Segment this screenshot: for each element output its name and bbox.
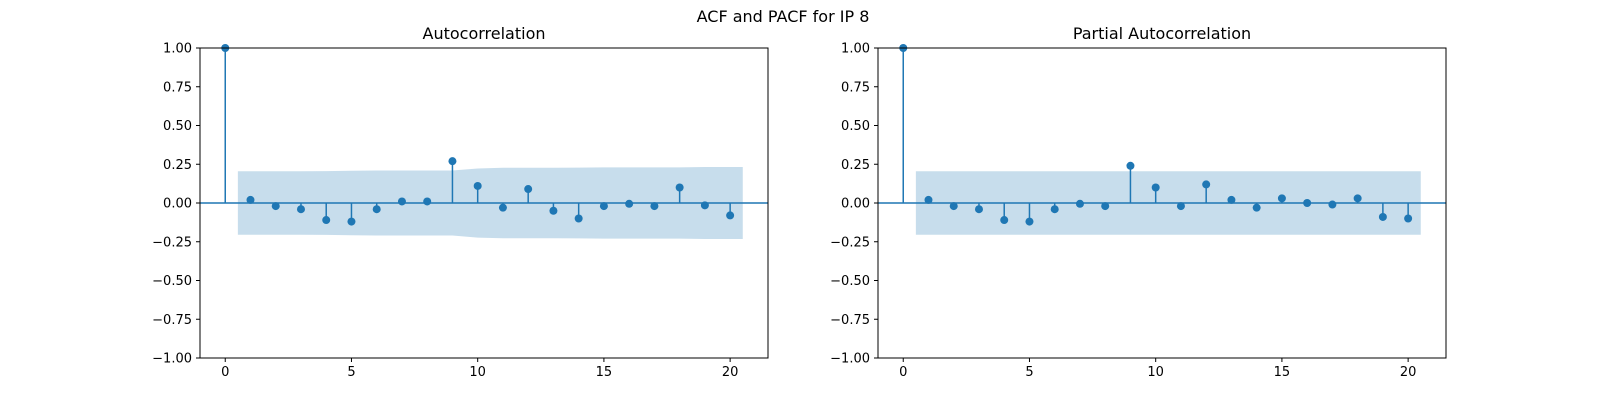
- pacf-subplot-title: Partial Autocorrelation: [1073, 24, 1251, 43]
- acf-xtick-label: 5: [347, 365, 355, 380]
- pacf-subplot: Partial Autocorrelation 0 5 10 15 20 −1.00 −0.…: [830, 24, 1447, 380]
- pacf-point-lag-20: [1404, 214, 1413, 223]
- pacf-ytick-label: 0.25: [841, 158, 870, 173]
- acf-point-lag-8: [423, 197, 432, 206]
- acf-point-lag-9: [448, 157, 457, 166]
- acf-point-lag-13: [549, 206, 558, 215]
- acf-point-lag-1: [246, 195, 255, 204]
- pacf-ytick-label: 0.75: [841, 80, 870, 95]
- pacf-ytick-label: 0.50: [841, 119, 870, 134]
- pacf-point-lag-1: [924, 195, 933, 204]
- acf-xtick-label: 15: [596, 365, 613, 380]
- acf-point-lag-19: [700, 201, 709, 210]
- pacf-point-lag-15: [1277, 194, 1286, 203]
- pacf-point-lag-6: [1050, 205, 1059, 214]
- acf-point-lag-12: [524, 185, 533, 194]
- pacf-point-lag-18: [1353, 194, 1362, 203]
- acf-ytick-label: −1.00: [152, 352, 192, 367]
- acf-subplot-title: Autocorrelation: [423, 24, 546, 43]
- acf-point-lag-20: [726, 211, 735, 220]
- pacf-point-lag-9: [1126, 161, 1135, 170]
- acf-ytick-label: −0.75: [152, 313, 192, 328]
- pacf-point-lag-2: [949, 202, 958, 211]
- pacf-ytick-label: 1.00: [841, 42, 870, 57]
- acf-ytick-label: −0.50: [152, 274, 192, 289]
- pacf-point-lag-16: [1303, 199, 1312, 207]
- acf-subplot: Autocorrelation 0 5 10 15 20 −1.00 −0.75 −0.50 −…: [152, 24, 769, 380]
- acf-point-lag-10: [473, 181, 482, 190]
- pacf-point-lag-19: [1378, 212, 1387, 221]
- acf-point-lag-4: [322, 216, 331, 225]
- pacf-ytick-label: −0.25: [830, 235, 870, 250]
- pacf-xtick-label: 5: [1025, 365, 1033, 380]
- pacf-point-lag-12: [1202, 180, 1211, 189]
- acf-point-lag-14: [574, 214, 583, 223]
- acf-ytick-label: 0.50: [163, 119, 192, 134]
- acf-point-lag-6: [372, 205, 381, 214]
- pacf-point-lag-17: [1328, 200, 1337, 209]
- acf-point-lag-17: [650, 202, 659, 211]
- acf-point-lag-2: [271, 202, 280, 211]
- acf-point-lag-5: [347, 217, 356, 226]
- pacf-xtick-label: 20: [1400, 365, 1417, 380]
- acf-point-lag-11: [498, 203, 507, 212]
- acf-ytick-label: −0.25: [152, 235, 192, 250]
- acf-xtick-label: 20: [722, 365, 739, 380]
- pacf-point-lag-5: [1025, 217, 1034, 226]
- acf-ytick-label: 1.00: [163, 42, 192, 57]
- acf-ytick-label: 0.25: [163, 158, 192, 173]
- pacf-ytick-label: −1.00: [830, 352, 870, 367]
- acf-xtick-label: 0: [221, 365, 229, 380]
- figure-suptitle: ACF and PACF for IP 8: [697, 7, 870, 26]
- acf-point-lag-18: [675, 183, 684, 192]
- pacf-point-lag-11: [1176, 202, 1185, 211]
- pacf-point-lag-3: [974, 205, 983, 214]
- pacf-point-lag-8: [1101, 202, 1110, 211]
- pacf-point-lag-4: [1000, 216, 1009, 225]
- acf-ytick-label: 0.00: [163, 197, 192, 212]
- pacf-point-lag-13: [1227, 195, 1236, 204]
- pacf-point-lag-14: [1252, 203, 1261, 212]
- acf-point-lag-7: [397, 197, 406, 206]
- pacf-xtick-label: 15: [1274, 365, 1291, 380]
- pacf-point-lag-10: [1151, 183, 1160, 192]
- pacf-xtick-label: 0: [899, 365, 907, 380]
- acf-point-lag-16: [625, 199, 634, 208]
- pacf-point-lag-7: [1075, 199, 1084, 208]
- acf-point-lag-15: [599, 202, 608, 211]
- pacf-xtick-label: 10: [1147, 365, 1164, 380]
- acf-ytick-label: 0.75: [163, 80, 192, 95]
- acf-xtick-label: 10: [469, 365, 486, 380]
- pacf-ytick-label: −0.75: [830, 313, 870, 328]
- pacf-ytick-label: 0.00: [841, 197, 870, 212]
- pacf-ytick-label: −0.50: [830, 274, 870, 289]
- acf-point-lag-3: [296, 205, 305, 214]
